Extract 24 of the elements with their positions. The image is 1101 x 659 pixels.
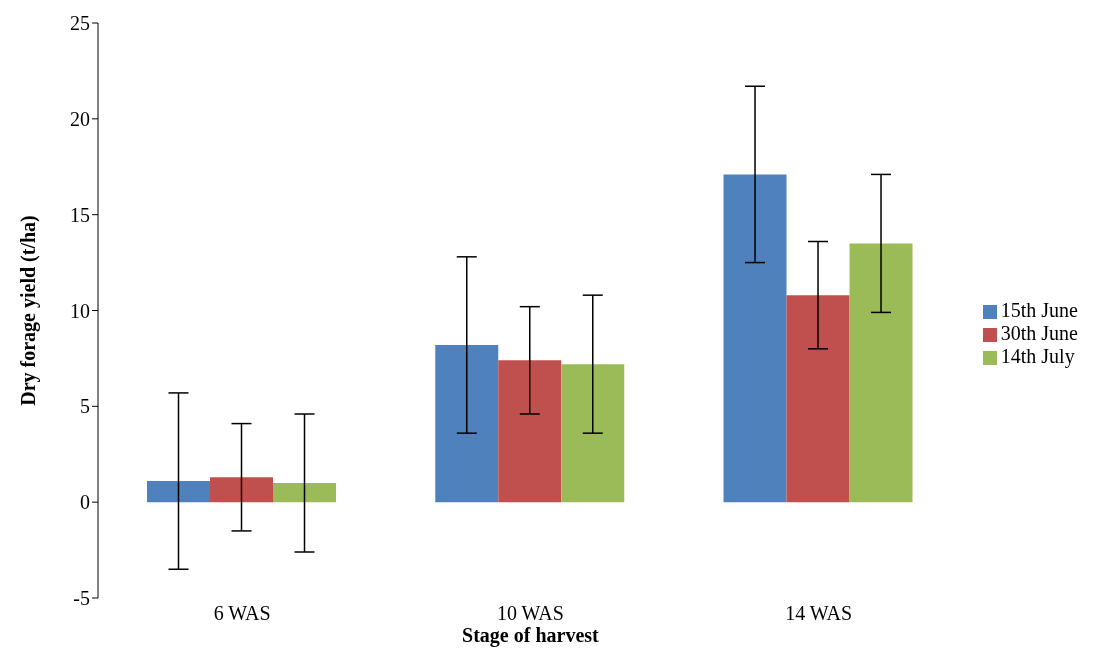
x-tick-label: 14 WAS [785, 602, 853, 625]
y-tick-label: 5 [80, 395, 90, 418]
y-axis-title: Dry forage yield (t/ha) [17, 215, 41, 406]
y-tick-label: 0 [80, 491, 90, 514]
bar [273, 483, 336, 503]
x-axis-title: Stage of harvest [462, 624, 600, 648]
legend-label: 30th June [1000, 321, 1078, 344]
bar [786, 295, 850, 503]
bar [498, 360, 562, 503]
bar [210, 477, 273, 503]
y-tick-label: 10 [70, 299, 90, 322]
y-tick-label: -5 [73, 587, 90, 610]
y-tick-label: 15 [70, 203, 90, 226]
y-tick-label: 25 [70, 12, 90, 35]
legend-label: 14th July [1000, 344, 1075, 367]
bar [435, 345, 499, 503]
bar [849, 243, 913, 503]
bar [147, 481, 210, 503]
legend-label: 15th June [1000, 298, 1078, 321]
bar [723, 174, 787, 503]
x-tick-label: 10 WAS [496, 602, 564, 625]
y-tick-label: 20 [70, 107, 90, 130]
bar [561, 364, 625, 503]
x-tick-label: 6 WAS [213, 602, 271, 625]
